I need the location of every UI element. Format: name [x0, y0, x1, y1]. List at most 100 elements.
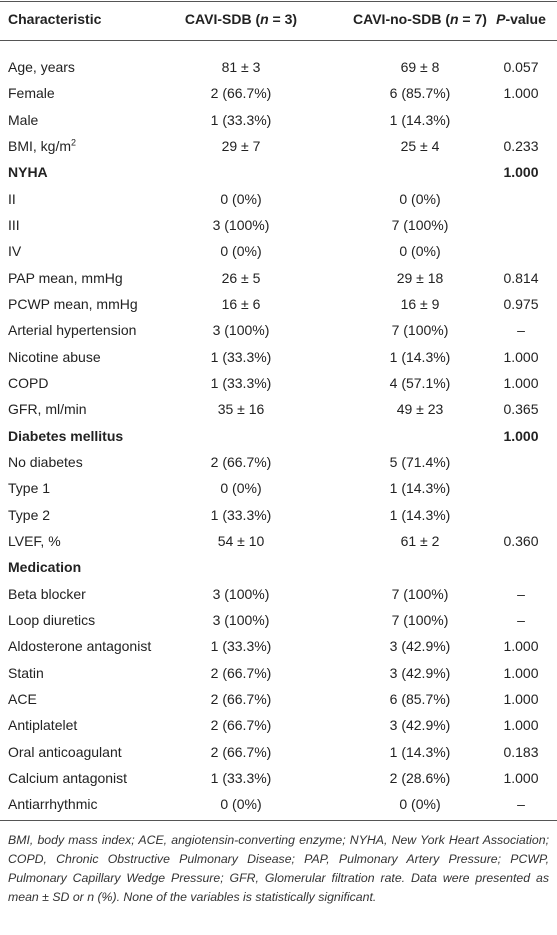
table-cell: Calcium antagonist — [8, 769, 128, 786]
table-cell: Type 1 — [8, 480, 51, 497]
table-row: Medication — [0, 554, 557, 580]
table-cell: 0.975 — [503, 295, 539, 312]
table-cell: 0 (0%) — [399, 243, 441, 260]
header-row: Characteristic CAVI-SDB (n = 3) CAVI-no-SD… — [0, 0, 557, 27]
table-row: Female 2 (66.7%) 6 (85.7%) 1.000 — [0, 80, 557, 106]
table-cell: 35 ± 16 — [217, 401, 265, 418]
table-row: ACE 2 (66.7%) 6 (85.7%) 1.000 — [0, 686, 557, 712]
table-cell: IV — [8, 243, 22, 260]
table-cell: PAP mean, mmHg — [8, 269, 123, 286]
table-cell: Beta blocker — [8, 585, 86, 602]
table-cell: Statin — [8, 664, 44, 681]
top-rule — [0, 1, 557, 2]
table-cell: 0.057 — [503, 59, 539, 75]
table-cell: Arterial hypertension — [8, 322, 137, 339]
table-row: PCWP mean, mmHg 16 ± 6 16 ± 9 0.975 — [0, 291, 557, 317]
table-cell: 0 (0%) — [220, 190, 262, 207]
table-cell: 1 (14.3%) — [389, 348, 451, 365]
cell-part: BMI, kg/m — [8, 137, 72, 154]
table-cell: 1.000 — [503, 85, 539, 102]
table-cell: 6 (85.7%) — [389, 85, 451, 102]
cell-part: = 3) — [268, 11, 298, 27]
cell-part: CAVI-no-SDB ( — [353, 11, 450, 27]
table-cell: III — [8, 216, 20, 233]
table-cell: 69 ± 8 — [400, 59, 440, 75]
table-row: Male 1 (33.3%) 1 (14.3%) — [0, 107, 557, 133]
table-row: Antiarrhythmic 0 (0%) 0 (0%) – — [0, 791, 557, 817]
table-row: Nicotine abuse 1 (33.3%) 1 (14.3%) 1.000 — [0, 344, 557, 370]
table-cell: 1.000 — [503, 164, 539, 181]
table-row: Type 2 1 (33.3%) 1 (14.3%) — [0, 502, 557, 528]
table-cell: Nicotine abuse — [8, 348, 101, 365]
table-row: Beta blocker 3 (100%) 7 (100%) – — [0, 581, 557, 607]
table-row: Calcium antagonist 1 (33.3%) 2 (28.6%) 1.00… — [0, 765, 557, 791]
table-cell: 1 (33.3%) — [210, 348, 272, 365]
table-row: Aldosterone antagonist 1 (33.3%) 3 (42.9%)… — [0, 633, 557, 659]
table-cell: 1 (33.3%) — [210, 638, 272, 655]
table-cell: Diabetes mellitus — [8, 427, 124, 444]
table-cell: No diabetes — [8, 453, 83, 470]
table-cell: 81 ± 3 — [221, 59, 261, 75]
table-row: Oral anticoagulant 2 (66.7%) 1 (14.3%) 0.18… — [0, 739, 557, 765]
table-cell: Female — [8, 85, 55, 102]
table-cell: 7 (100%) — [391, 322, 449, 339]
cell-part: CAVI-SDB ( — [184, 11, 261, 27]
table-cell: 1 (14.3%) — [389, 743, 451, 760]
table-row: Arterial hypertension 3 (100%) 7 (100%) – — [0, 317, 557, 343]
table-cell: 2 (66.7%) — [210, 85, 272, 102]
table-cell: 0.183 — [503, 743, 539, 760]
table-cell: 5 (71.4%) — [389, 453, 451, 470]
header-cell: Characteristic — [8, 6, 101, 32]
cell-part: n — [260, 11, 269, 27]
bottom-rule — [0, 820, 557, 821]
table-cell: 1.000 — [503, 664, 539, 681]
table-row: Antiplatelet 2 (66.7%) 3 (42.9%) 1.000 — [0, 712, 557, 738]
table-cell: 0 (0%) — [220, 243, 262, 260]
table-cell: 29 ± 18 — [396, 269, 444, 286]
table-cell: 1 (33.3%) — [210, 769, 272, 786]
table-cell: 7 (100%) — [391, 611, 449, 628]
table-cell: LVEF, % — [8, 532, 61, 549]
table-cell: COPD — [8, 374, 49, 391]
cell-part: = 7) — [458, 11, 487, 27]
header-cell: CAVI-no-SDB (n = 7) — [340, 6, 500, 32]
cell-part: Characteristic — [8, 11, 102, 27]
table-row: Loop diuretics 3 (100%) 7 (100%) – — [0, 607, 557, 633]
table-cell: – — [517, 796, 525, 813]
table-cell: – — [517, 585, 525, 602]
table-cell: 1 (14.3%) — [389, 506, 451, 523]
table-cell: Loop diuretics — [8, 611, 96, 628]
table-row: IV 0 (0%) 0 (0%) — [0, 238, 557, 264]
table-cell: PCWP mean, mmHg — [8, 295, 138, 312]
table-cell: 1.000 — [503, 717, 539, 734]
table-cell: 7 (100%) — [391, 216, 449, 233]
header-cell: P-value — [492, 6, 550, 32]
table-cell: 3 (100%) — [212, 585, 270, 602]
table-cell: 3 (100%) — [212, 322, 270, 339]
cell-part: -value — [505, 11, 546, 27]
table-row: PAP mean, mmHg 26 ± 5 29 ± 18 0.814 — [0, 265, 557, 291]
table-cell: 2 (66.7%) — [210, 664, 272, 681]
table-cell: 4 (57.1%) — [389, 374, 451, 391]
table-row: No diabetes 2 (66.7%) 5 (71.4%) — [0, 449, 557, 475]
table-cell: Age, years — [8, 59, 75, 75]
table-cell: Male — [8, 111, 39, 128]
table-cell: 16 ± 9 — [400, 295, 440, 312]
table-row: II 0 (0%) 0 (0%) — [0, 186, 557, 212]
table-cell: BMI, kg/m2 — [8, 133, 76, 159]
table-cell: 0 (0%) — [220, 796, 262, 813]
table-cell: ACE — [8, 690, 37, 707]
table-cell: 1.000 — [503, 348, 539, 365]
table-cell: 0.365 — [503, 401, 539, 418]
table-cell: Type 2 — [8, 506, 51, 523]
table-row: Diabetes mellitus 1.000 — [0, 423, 557, 449]
table-row: Age, years 81 ± 3 69 ± 8 0.057 — [0, 54, 557, 80]
table-cell: Oral anticoagulant — [8, 743, 122, 760]
table-cell: 0.360 — [503, 532, 539, 549]
table-cell: 61 ± 2 — [400, 532, 440, 549]
table-row: COPD 1 (33.3%) 4 (57.1%) 1.000 — [0, 370, 557, 396]
table-cell: 0.814 — [503, 269, 539, 286]
cell-part: n — [449, 11, 459, 27]
table-cell: 7 (100%) — [391, 585, 449, 602]
